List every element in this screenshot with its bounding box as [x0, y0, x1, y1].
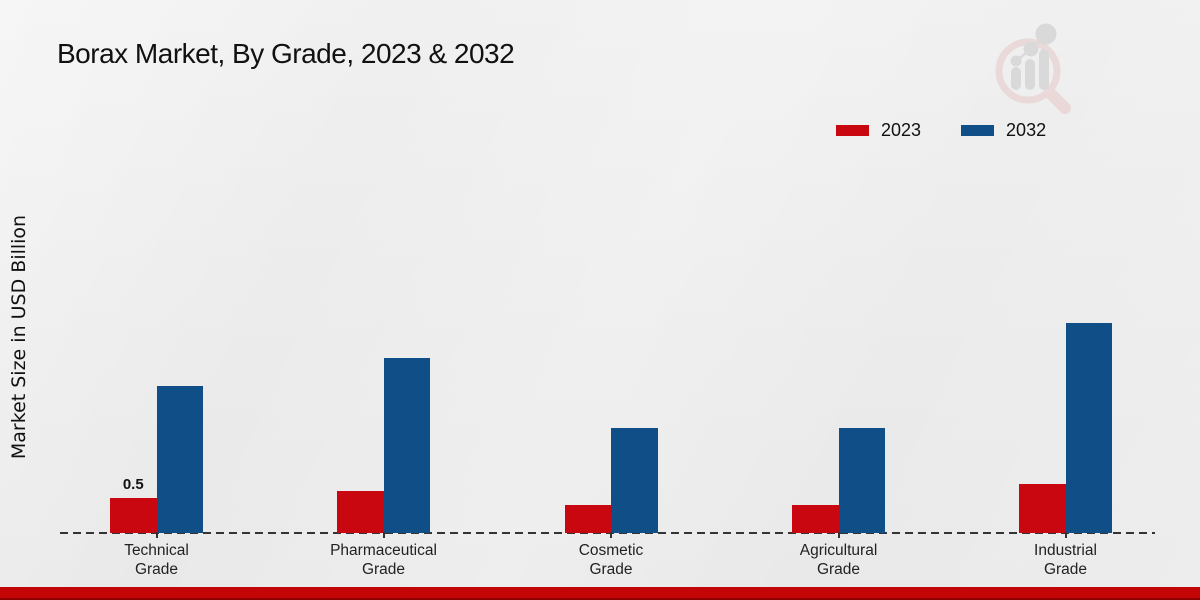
footer-accent-bar: [0, 587, 1200, 600]
x-axis-tick-technical-grade: [155, 532, 158, 538]
legend-item-2023: 2023: [836, 120, 921, 141]
bar-2023-pharmaceutical-grade: [337, 491, 384, 533]
legend-label-2023: 2023: [881, 120, 922, 140]
x-axis-baseline: [60, 532, 1155, 534]
bar-2023-cosmetic-grade: [564, 505, 611, 533]
x-axis-tick-pharmaceutical-grade: [382, 532, 385, 538]
bar-2032-technical-grade: [156, 386, 203, 533]
x-axis-tick-industrial-grade: [1064, 532, 1067, 538]
bar-2032-agricultural-grade: [838, 428, 885, 533]
legend-label-2032: 2032: [1006, 120, 1047, 140]
legend-swatch-2023: [836, 125, 869, 136]
bar-2032-cosmetic-grade: [611, 428, 658, 533]
x-axis-label-pharmaceutical-grade: Pharmaceutical Grade: [330, 542, 437, 578]
data-label-2023-technical-grade: 0.5: [122, 476, 144, 493]
legend-swatch-2032: [961, 125, 995, 136]
bar-2032-industrial-grade: [1065, 323, 1112, 533]
y-axis-title: Market Size in USD Billion: [8, 214, 30, 460]
bar-2023-agricultural-grade: [792, 505, 839, 533]
legend-item-2032: 2032: [961, 120, 1046, 141]
bar-2023-industrial-grade: [1019, 484, 1066, 533]
bar-2032-pharmaceutical-grade: [383, 358, 430, 533]
x-axis-tick-agricultural-grade: [837, 532, 840, 538]
bar-2023-technical-grade: [110, 498, 157, 533]
chart-title: Borax Market, By Grade, 2023 & 2032: [57, 38, 515, 69]
x-axis-label-industrial-grade: Industrial Grade: [1034, 542, 1097, 578]
legend: 2023 2032: [836, 120, 1048, 141]
x-axis-label-technical-grade: Technical Grade: [124, 542, 189, 578]
brand-logo-icon: [995, 23, 1071, 114]
x-axis-label-agricultural-grade: Agricultural Grade: [799, 542, 878, 578]
x-axis-label-cosmetic-grade: Cosmetic Grade: [578, 542, 644, 578]
x-axis-tick-cosmetic-grade: [610, 532, 612, 538]
